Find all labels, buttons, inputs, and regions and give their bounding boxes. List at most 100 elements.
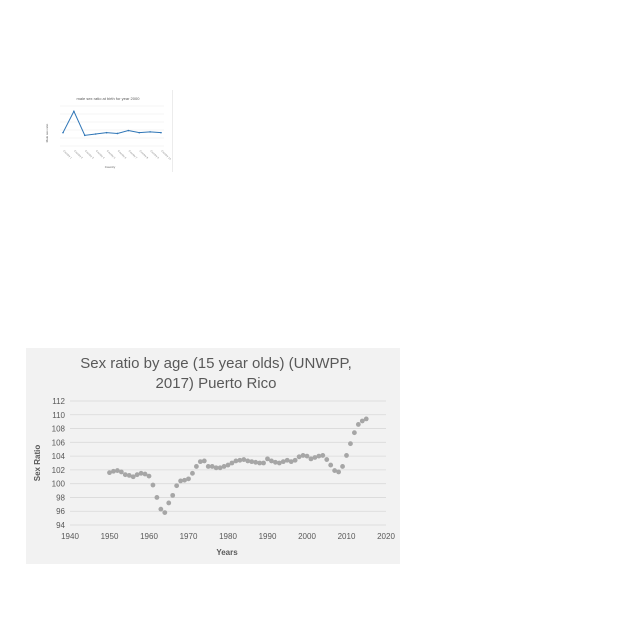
data-point [158,506,164,512]
data-point [324,457,330,462]
data-point [241,457,247,462]
x-tick-label: 1970 [180,532,198,541]
x-tick-label: 1940 [61,532,79,541]
y-tick-label: 98 [56,493,65,502]
y-tick-label: 108 [52,425,66,434]
data-point [166,500,172,506]
data-point [154,495,160,500]
data-point [229,460,235,466]
x-tick-label: 1990 [259,532,277,541]
data-point [118,469,124,475]
thumb-x-tick-label: Country 6 [117,149,128,160]
data-point [276,460,282,466]
data-point [257,460,262,466]
data-point [253,459,259,465]
thumb-data-point [62,131,64,134]
thumb-data-point [105,131,108,134]
x-tick-label: 2020 [377,532,395,541]
data-point [134,472,140,478]
thumb-chart-title: male sex ratio at birth for year 2000 [77,96,141,101]
gridlines [70,400,386,526]
data-point [288,459,294,465]
y-tick-label: 94 [56,521,65,530]
data-point [221,464,227,469]
data-point [225,462,231,468]
data-point [269,458,274,464]
thumb-series-points [62,110,162,137]
data-point [328,462,334,468]
thumb-y-axis-label: Male sex ratio [45,123,49,142]
thumb-x-tick-labels: Country 1 Country 2 Country 3 Country 4 Coun… [62,149,172,161]
data-point [249,459,255,465]
y-tick-label: 96 [56,507,65,516]
thumbnail-chart-svg: male sex ratio at birth for year 2000 Ma… [45,96,172,169]
data-points [107,416,369,515]
data-point [237,457,243,463]
thumb-x-axis-label: Country [105,165,116,169]
thumb-data-point [160,131,162,134]
y-tick-labels: 94 96 98 100 102 104 106 108 110 112 [52,397,66,530]
data-point [296,454,302,460]
y-tick-label: 106 [52,438,66,447]
data-point [115,468,120,473]
y-tick-label: 102 [52,466,66,475]
data-point [162,510,168,515]
data-point [355,422,361,427]
data-point [178,478,184,484]
main-chart-svg: Sex ratio by age (15 year olds) (UNWPP, … [33,355,395,557]
y-axis-label: Sex Ratio [33,445,42,482]
thumb-x-tick-label: Country 8 [139,149,150,160]
thumb-data-point [149,131,151,133]
thumb-data-point [116,132,119,135]
data-point [150,482,156,488]
data-point [142,471,148,477]
thumbnail-chart: male sex ratio at birth for year 2000 Ma… [44,90,173,172]
x-tick-label: 1960 [140,532,158,541]
data-point [340,464,345,469]
data-point [209,464,215,469]
thumb-data-point [94,133,97,135]
x-tick-labels: 1940 1950 1960 1970 1980 1990 2000 2010 2020 [61,532,395,541]
data-point [292,457,298,463]
data-point [332,468,338,473]
data-point [217,465,223,471]
data-point [312,455,318,460]
data-point [107,470,112,476]
x-tick-label: 2010 [338,532,356,541]
main-chart: Sex ratio by age (15 year olds) (UNWPP, … [26,348,400,564]
thumb-data-point [127,129,130,132]
data-point [352,430,357,436]
data-point [308,456,314,462]
data-point [320,453,326,458]
data-point [130,474,136,480]
thumb-x-tick-label: Country 7 [128,149,139,160]
data-point [304,453,310,459]
thumb-data-point [138,131,141,134]
data-point [197,459,203,465]
y-tick-label: 104 [52,452,66,461]
x-tick-label: 1980 [219,532,237,541]
data-point [348,441,353,447]
data-point [245,458,251,464]
data-point [126,473,132,478]
data-point [261,460,266,466]
data-point [174,483,180,489]
thumb-x-tick-label: Country 4 [95,149,106,160]
x-axis-label: Years [216,548,238,557]
data-point [122,472,128,478]
data-point [284,457,290,463]
y-tick-label: 110 [52,411,65,420]
thumb-x-tick-label: Country 9 [149,149,160,160]
data-point [138,470,144,476]
data-point [316,453,322,459]
data-point [280,459,286,465]
x-tick-label: 2000 [298,532,316,541]
thumb-x-tick-label: Country 5 [106,149,117,160]
thumb-x-tick-label: Country 3 [84,149,95,160]
data-point [300,453,306,458]
thumb-data-point [73,110,75,113]
data-point [201,458,207,464]
data-point [146,473,152,479]
y-tick-label: 100 [52,480,66,489]
data-point [344,453,349,458]
